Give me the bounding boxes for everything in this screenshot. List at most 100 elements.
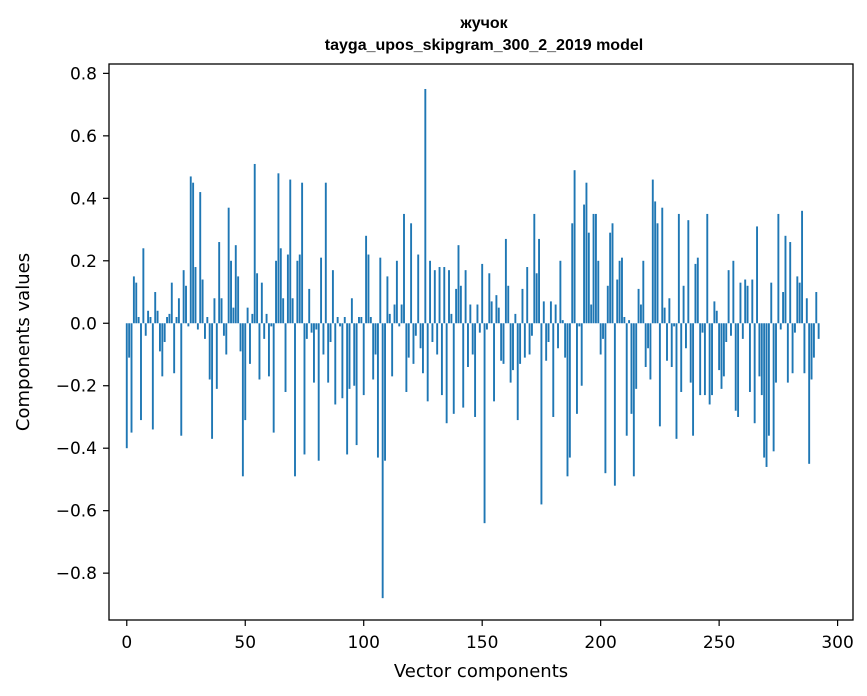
bar-221 [649,323,652,380]
bar-244 [703,323,706,396]
bar-39 [218,242,221,324]
bar-64 [277,173,280,324]
bar-154 [490,301,493,324]
bar-15 [161,323,164,377]
bar-50 [244,323,247,421]
bar-246 [708,323,711,405]
bar-166 [519,323,522,364]
bar-182 [557,323,559,349]
bar-34 [206,317,209,324]
bar-20 [173,323,176,374]
bar-24 [182,270,185,324]
bar-55 [256,273,259,324]
bar-286 [803,323,806,374]
bar-247 [711,323,713,396]
bar-208 [618,260,621,324]
bar-56 [258,323,261,380]
bar-3 [132,276,135,324]
bar-223 [654,201,657,324]
bar-100 [362,323,365,396]
plot-frame [108,63,854,621]
bar-72 [296,260,299,324]
bar-205 [611,223,614,324]
bar-287 [805,298,808,324]
bar-112 [391,323,394,377]
bar-149 [478,323,481,333]
bar-216 [637,288,640,324]
bar-206 [613,323,616,486]
x-axis-ticks: 0 50 100 150 200 250 300 [121,620,854,653]
bar-162 [509,323,512,383]
bar-96 [353,323,356,386]
bar-262 [746,285,749,324]
bar-91 [341,323,344,399]
bar-63 [275,260,277,324]
bar-241 [696,257,699,324]
bar-210 [623,317,626,324]
bar-1 [128,323,131,358]
bar-104 [372,323,375,380]
bar-158 [500,323,503,361]
bar-252 [722,323,725,377]
bar-121 [412,323,415,364]
bar-222 [651,179,654,324]
bar-136 [448,270,450,324]
y-axis-ticks: −0.8 −0.6 −0.4 −0.2 0.0 0.2 0.4 0.6 0.8 [56,64,109,584]
bar-0 [125,323,128,449]
bar-76 [305,323,308,339]
bar-184 [561,320,564,324]
bar-203 [606,285,609,324]
bar-57 [260,282,263,324]
bar-290 [812,323,815,358]
bar-42 [225,323,228,355]
bar-280 [789,242,792,324]
bar-61 [270,323,273,327]
bar-180 [552,323,555,417]
bar-120 [410,223,413,324]
bar-193 [583,204,586,324]
bar-187 [568,323,571,458]
bar-159 [502,323,505,364]
bar-250 [718,323,721,371]
bar-93 [346,323,349,455]
bar-153 [488,273,491,324]
bar-25 [185,285,187,324]
bar-52 [249,323,251,364]
bar-253 [725,323,728,342]
bar-113 [393,304,396,324]
bar-9 [147,310,150,324]
bar-98 [358,317,360,324]
bar-115 [398,323,401,327]
bar-83 [322,323,325,355]
bar-135 [445,323,448,424]
bar-129 [431,323,434,342]
bar-17 [166,317,168,324]
bar-144 [467,323,469,367]
y-tick-label: 0.8 [70,64,97,84]
bar-87 [331,270,334,324]
bar-94 [348,323,351,389]
bar-157 [497,307,500,324]
bar-123 [417,254,420,324]
bar-228 [666,323,668,361]
bar-148 [476,304,479,324]
bar-6 [140,323,142,421]
bar-128 [429,260,432,324]
bar-119 [407,323,410,358]
bar-45 [232,307,235,324]
bar-256 [732,260,735,324]
bar-248 [713,301,716,324]
bar-49 [241,323,244,477]
bar-235 [682,285,685,324]
bar-234 [680,323,683,392]
bar-213 [630,323,633,414]
bar-12 [154,292,157,324]
y-tick-label: 0.6 [70,127,97,147]
bar-183 [559,260,562,324]
bar-155 [493,323,495,402]
bar-38 [215,323,218,389]
bar-107 [379,257,382,324]
bar-28 [192,182,195,324]
bar-133 [440,323,443,396]
bar-264 [751,279,754,324]
